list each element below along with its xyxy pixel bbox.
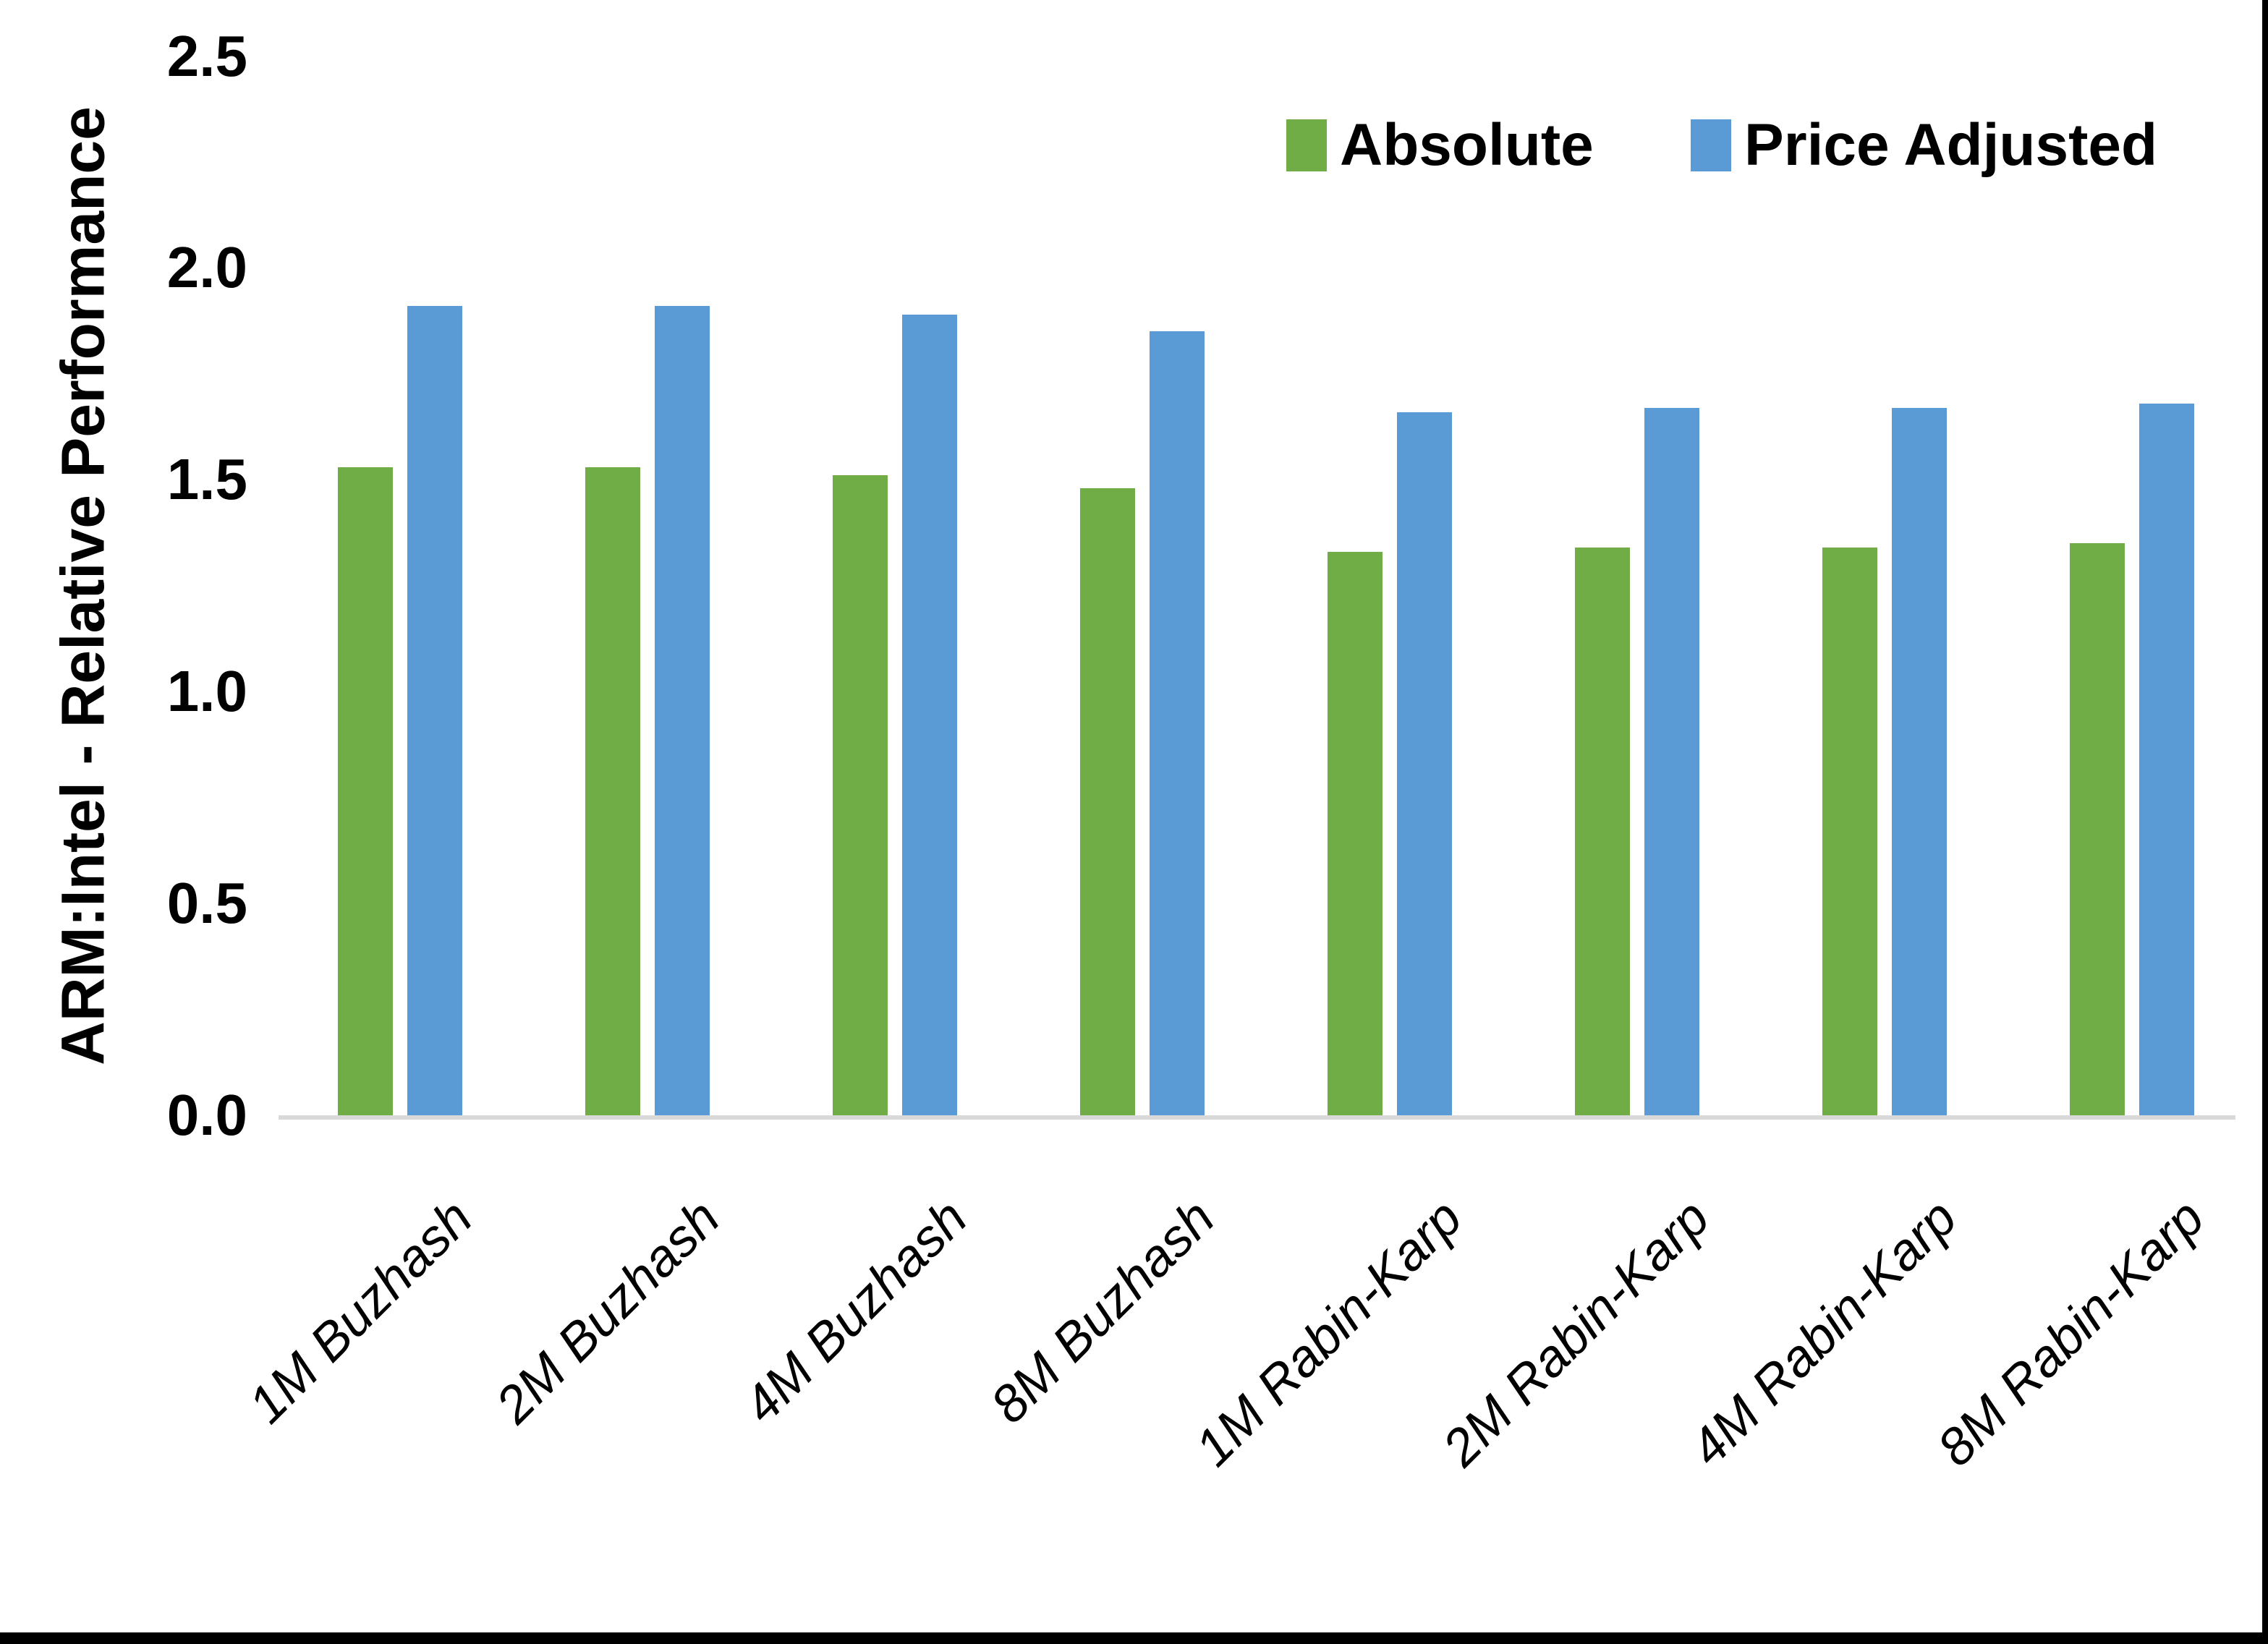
- x-category-label: 1M Rabin-Karp: [1184, 1188, 1474, 1478]
- bar-price-adjusted: [2139, 404, 2194, 1115]
- bar-absolute: [1575, 548, 1630, 1115]
- bar-price-adjusted: [1397, 412, 1452, 1115]
- y-tick-label: 1.5: [166, 447, 247, 512]
- x-category-label: 8M Buzhash: [980, 1188, 1226, 1435]
- x-category-label: 8M Rabin-Karp: [1927, 1188, 2216, 1478]
- bar-absolute: [1328, 552, 1383, 1115]
- bar-absolute: [2070, 543, 2125, 1115]
- bar-price-adjusted: [1150, 331, 1205, 1115]
- bar-price-adjusted: [655, 306, 710, 1115]
- legend-swatch-price-adjusted: [1691, 119, 1731, 171]
- y-tick-label: 0.5: [166, 871, 247, 936]
- bar-absolute: [1822, 548, 1877, 1115]
- legend-label-price-adjusted: Price Adjusted: [1744, 112, 2158, 178]
- bar-absolute: [833, 475, 888, 1115]
- x-category-label: 1M Buzhash: [237, 1188, 484, 1435]
- x-category-label: 4M Rabin-Karp: [1679, 1188, 1968, 1478]
- y-tick-label: 0.0: [166, 1083, 247, 1147]
- y-tick-label: 2.5: [166, 23, 247, 88]
- x-category-label: 2M Rabin-Karp: [1432, 1188, 1721, 1478]
- legend-item-price-adjusted: Price Adjusted: [1691, 116, 2157, 175]
- legend-item-absolute: Absolute: [1286, 116, 1594, 175]
- bar-price-adjusted: [902, 315, 957, 1115]
- x-axis-line: [279, 1115, 2235, 1120]
- y-tick-label: 2.0: [166, 235, 247, 300]
- right-border: [2262, 0, 2268, 1644]
- bar-price-adjusted: [407, 306, 462, 1115]
- y-tick-label: 1.0: [166, 659, 247, 724]
- bar-price-adjusted: [1892, 408, 1947, 1115]
- bar-absolute: [1080, 488, 1135, 1115]
- bar-absolute: [585, 467, 640, 1115]
- x-category-label: 4M Buzhash: [732, 1188, 979, 1435]
- legend-label-absolute: Absolute: [1340, 112, 1594, 178]
- bar-price-adjusted: [1644, 408, 1699, 1115]
- bottom-border: [0, 1632, 2268, 1644]
- legend-swatch-absolute: [1286, 119, 1327, 171]
- x-category-label: 2M Buzhash: [485, 1188, 731, 1435]
- bar-absolute: [338, 467, 393, 1115]
